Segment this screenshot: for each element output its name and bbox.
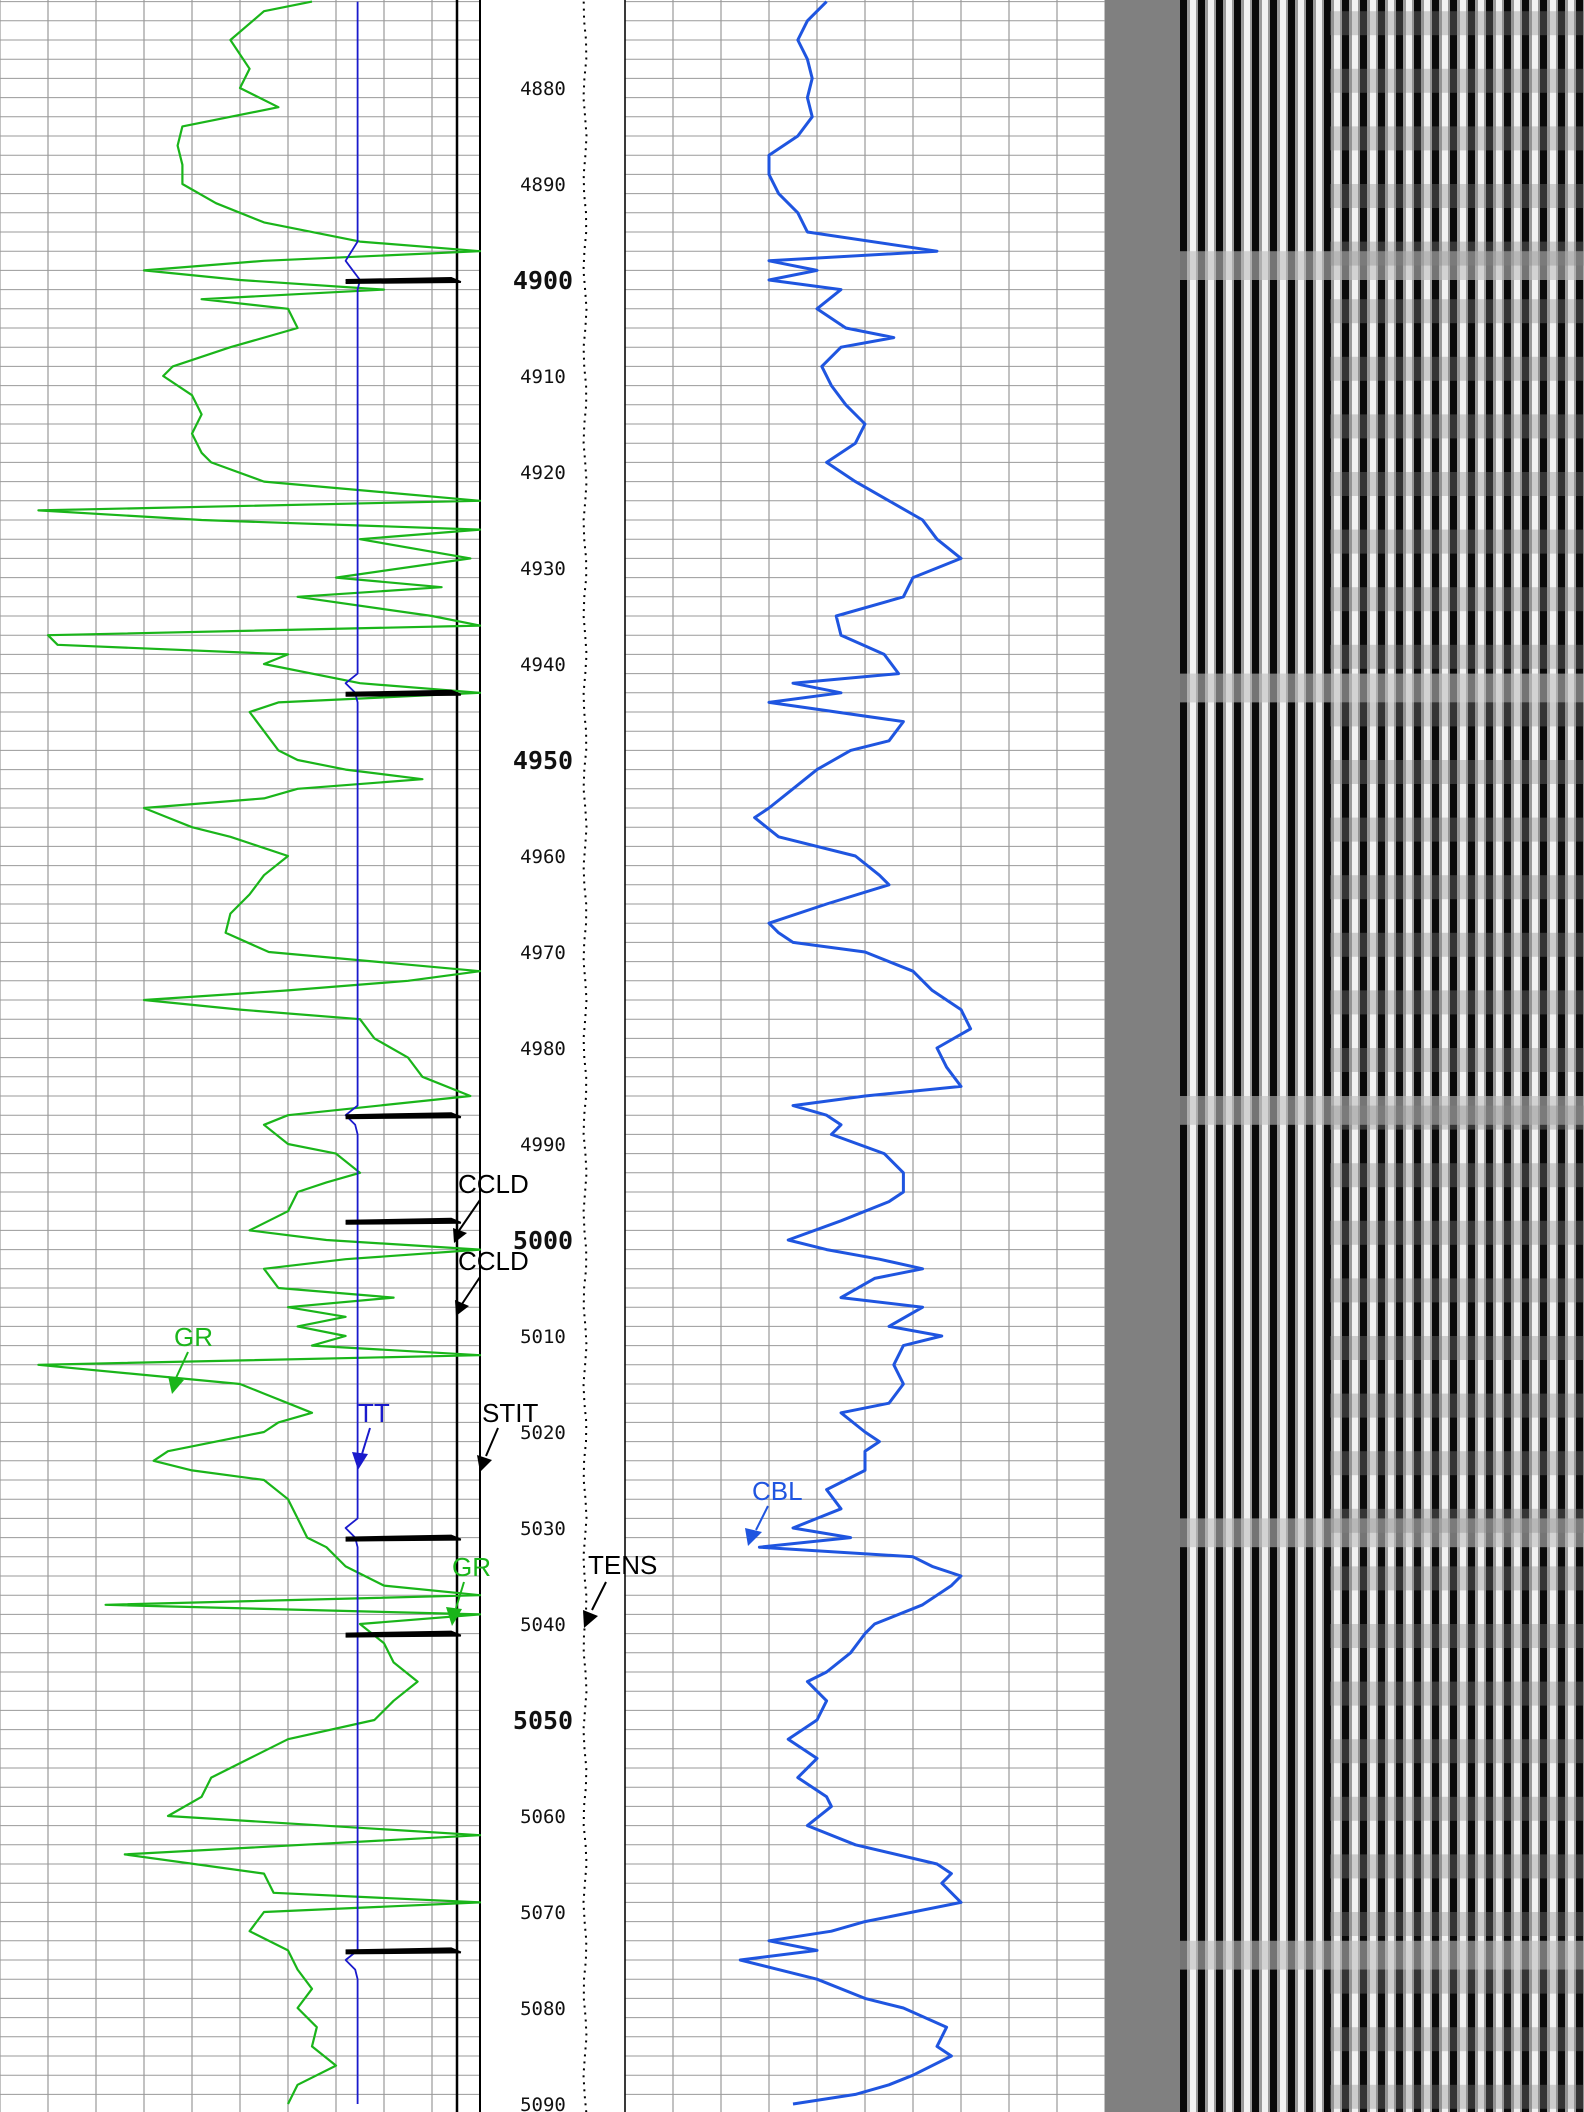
vdl-noise <box>1330 1278 1584 1303</box>
ccl-kick <box>345 276 462 284</box>
vdl-stripes <box>1180 0 1584 2112</box>
vdl-noise <box>1330 1336 1584 1360</box>
vdl-noise <box>1330 1220 1584 1245</box>
vdl-noise <box>1330 932 1584 957</box>
depth-label: 4940 <box>520 654 566 676</box>
vdl-gray-band <box>1105 0 1180 2112</box>
depth-label: 5010 <box>520 1326 566 1348</box>
depth-label: 4900 <box>513 266 573 295</box>
depth-label: 4880 <box>520 78 566 100</box>
depth-label: 5080 <box>520 1998 566 2020</box>
annotation-tens: TENS <box>583 1550 657 1628</box>
vdl-noise <box>1330 1624 1584 1648</box>
ccld-label-1: CCLD <box>458 1169 529 1199</box>
vdl-noise <box>1330 1105 1584 1130</box>
vdl-noise <box>1330 1854 1584 1879</box>
depth-label: 4980 <box>520 1038 566 1060</box>
depth-label: 4930 <box>520 558 566 580</box>
vdl-noise <box>1330 1681 1584 1706</box>
vdl-noise <box>1330 184 1584 208</box>
ccl-kick <box>345 1630 462 1638</box>
depth-label: 5000 <box>513 1226 573 1255</box>
tens-label: TENS <box>588 1550 657 1580</box>
vdl-band <box>1180 1940 1584 1970</box>
tt-label: TT <box>358 1398 390 1428</box>
depth-label: 5060 <box>520 1806 566 1828</box>
vdl-noise <box>1330 875 1584 900</box>
gr-label-1: GR <box>174 1322 213 1352</box>
cbl-curve <box>738 0 973 2106</box>
annotation-stit: STIT <box>477 1398 538 1472</box>
tt-curve <box>344 1 361 2104</box>
vdl-noise <box>1330 1163 1584 1188</box>
vdl-noise <box>1330 1912 1584 1936</box>
ccl-kick <box>345 1947 462 1955</box>
vdl-noise <box>1330 817 1584 842</box>
annotation-cbl: CBL <box>745 1476 803 1546</box>
depth-label: 5070 <box>520 1902 566 1924</box>
depth-label: 4970 <box>520 942 566 964</box>
vdl-noise <box>1330 126 1584 151</box>
ccl-kick <box>345 689 462 697</box>
depth-labels: 4880 4890 4910 4920 4930 4940 4960 4970 4980 4990… <box>513 78 573 2112</box>
vdl-noise <box>1330 760 1584 784</box>
vdl-noise <box>1330 1393 1584 1418</box>
annotation-tt: TT <box>352 1398 390 1470</box>
vdl-noise <box>1330 990 1584 1015</box>
vdl-noise <box>1330 1566 1584 1591</box>
vdl-noise <box>1330 1796 1584 1821</box>
vdl-noise <box>1330 241 1584 266</box>
depth-label: 4950 <box>513 746 573 775</box>
annotation-ccld-2: CCLD <box>455 1246 529 1316</box>
depth-label: 5030 <box>520 1518 566 1540</box>
depth-label: 4910 <box>520 366 566 388</box>
vdl-noise <box>1330 2027 1584 2052</box>
gr-curve <box>37 0 482 2105</box>
cbl-label: CBL <box>752 1476 803 1506</box>
ccl-kick <box>345 1217 462 1225</box>
depth-label: 4990 <box>520 1134 566 1156</box>
vdl-waveform-image <box>1105 0 1584 2112</box>
depth-label: 5020 <box>520 1422 566 1444</box>
vdl-noise <box>1330 356 1584 381</box>
vdl-noise <box>1330 299 1584 324</box>
vdl-noise <box>1330 2084 1584 2109</box>
log-curves <box>37 0 973 2106</box>
vdl-noise <box>1330 1739 1584 1764</box>
vdl-noise <box>1330 1508 1584 1533</box>
vdl-noise <box>1330 702 1584 727</box>
vdl-noise <box>1330 529 1584 554</box>
gr-label-2: GR <box>452 1552 491 1582</box>
annotation-ccld-1: CCLD <box>453 1169 529 1243</box>
depth-label: 5090 <box>520 2094 566 2112</box>
vdl-band <box>1180 251 1584 280</box>
depth-label: 4920 <box>520 462 566 484</box>
ccld-label-2: CCLD <box>458 1246 529 1276</box>
vdl-band <box>1180 673 1584 703</box>
vdl-noise <box>1330 644 1584 669</box>
annotation-gr-1: GR <box>168 1322 213 1394</box>
vdl-noise <box>1330 1048 1584 1072</box>
vdl-noise <box>1330 414 1584 439</box>
vdl-band <box>1180 1096 1584 1125</box>
annotation-gr-2: GR <box>446 1552 491 1626</box>
vdl-noise <box>1330 587 1584 612</box>
stit-label: STIT <box>482 1398 538 1428</box>
vdl-noise <box>1330 1451 1584 1476</box>
depth-label: 5050 <box>513 1706 573 1735</box>
vdl-noise <box>1330 11 1584 36</box>
depth-label: 4960 <box>520 846 566 868</box>
ccl-marks <box>345 276 462 1955</box>
vdl-noise <box>1330 68 1584 93</box>
tens-curve <box>582 1 588 2112</box>
depth-label: 4890 <box>520 174 566 196</box>
vdl-noise <box>1330 1969 1584 1994</box>
ccl-kick <box>345 1534 462 1542</box>
tens-line <box>582 1 588 2112</box>
vdl-noise <box>1330 472 1584 496</box>
vdl-band <box>1180 1518 1584 1548</box>
depth-label: 5040 <box>520 1614 566 1636</box>
ccl-kick <box>345 1112 462 1120</box>
